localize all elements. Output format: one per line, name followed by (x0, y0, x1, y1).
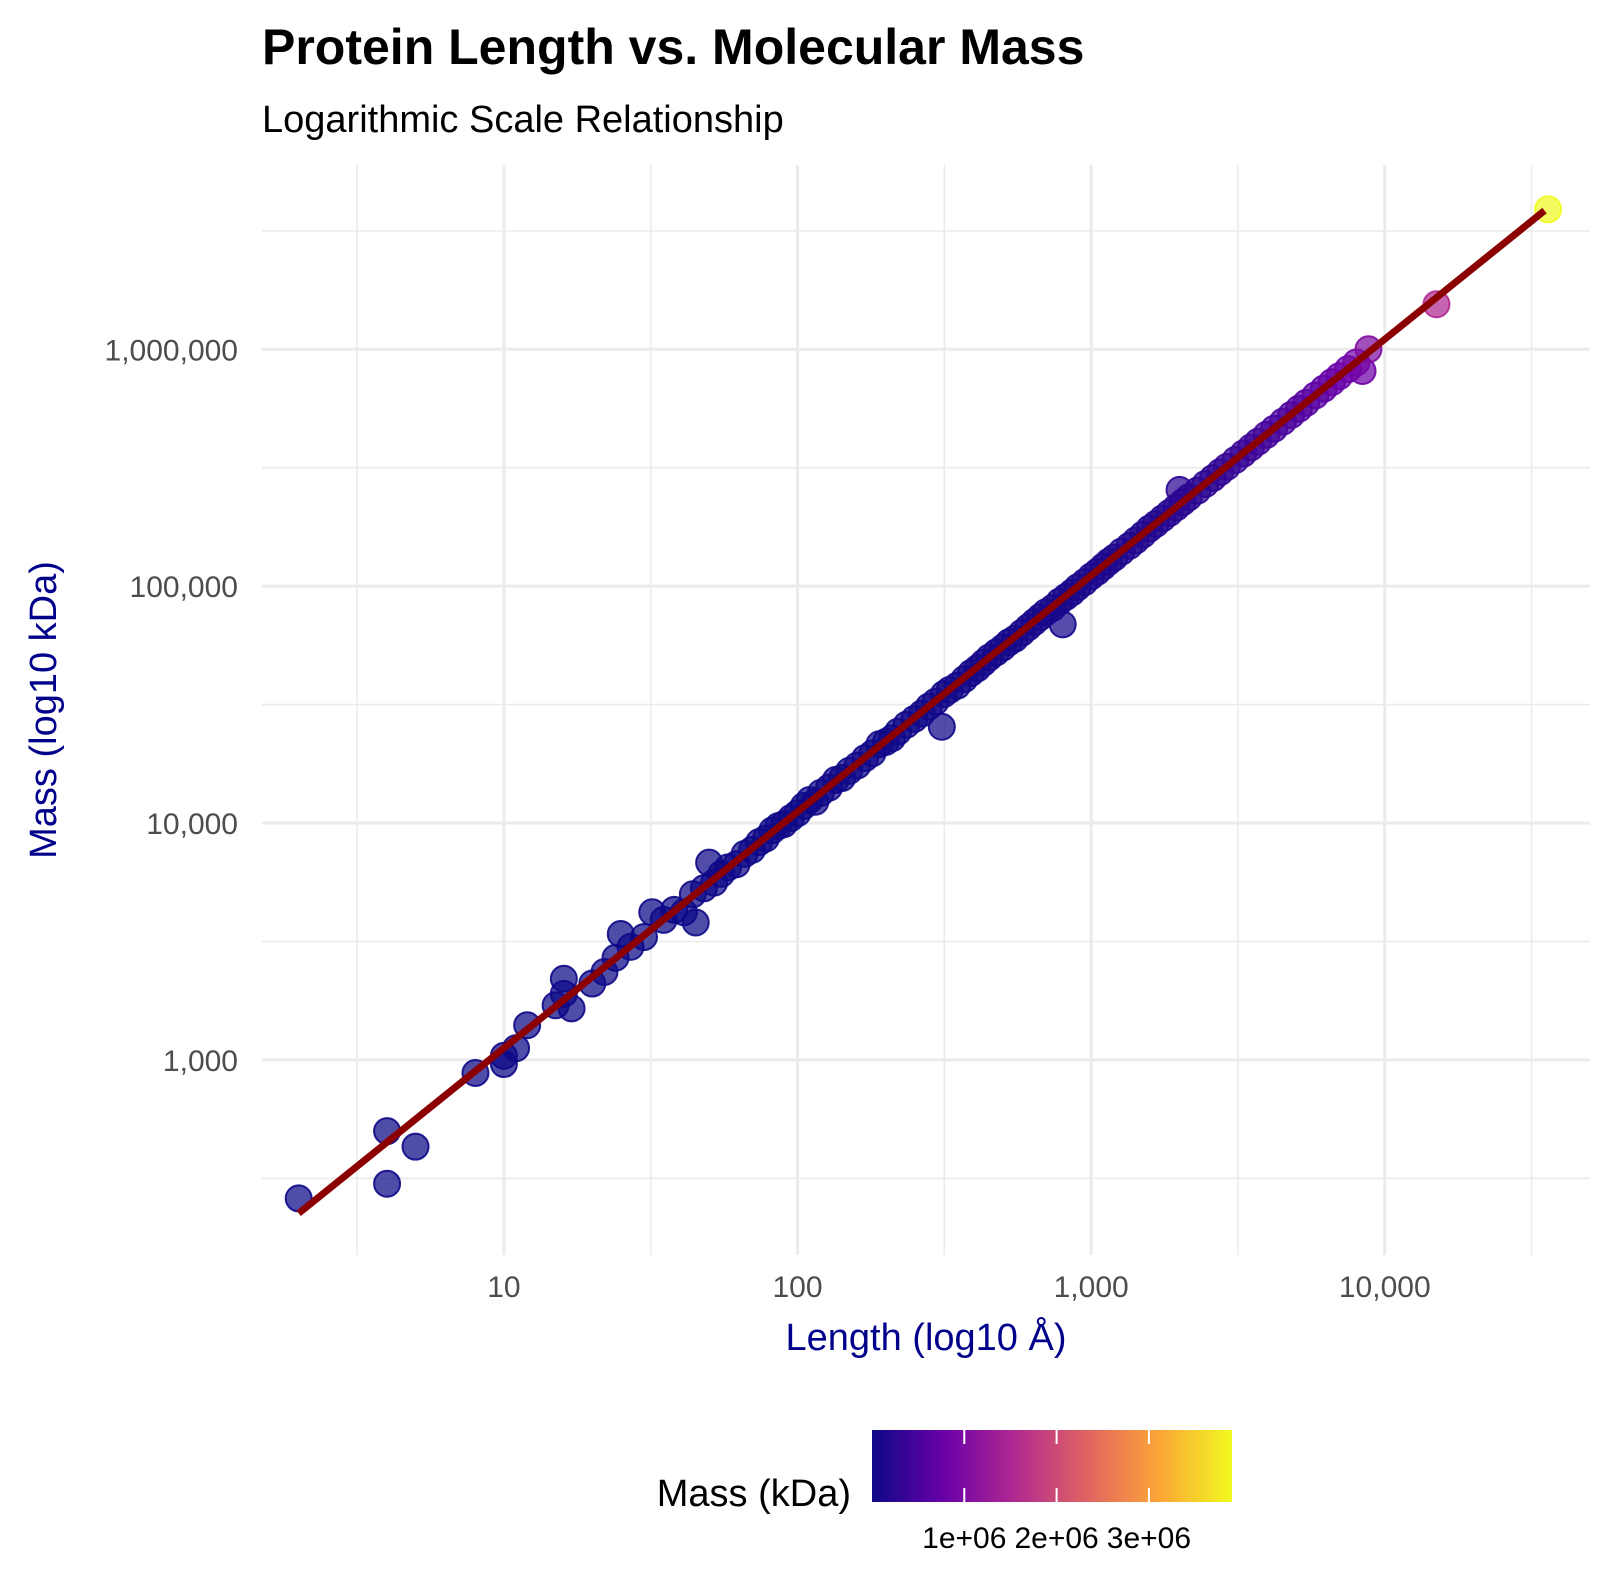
colorbar-legend: Mass (kDa) 1e+06 2e+06 3e+06 (657, 1430, 1232, 1555)
data-point (606, 919, 635, 948)
trendline-layer (296, 207, 1547, 1217)
data-point (401, 1132, 430, 1161)
trendline (296, 207, 1547, 1217)
data-point (695, 848, 724, 877)
x-tick-label: 10,000 (1339, 1271, 1431, 1304)
y-tick-label: 1,000,000 (105, 334, 238, 367)
chart-subtitle: Logarithmic Scale Relationship (262, 99, 784, 141)
x-tick-label: 100 (773, 1271, 823, 1304)
colorbar-gradient (872, 1430, 1232, 1502)
y-axis-title: Mass (log10 kDa) (23, 561, 65, 859)
chart-title: Protein Length vs. Molecular Mass (262, 19, 1084, 75)
x-tick-label: 1,000 (1054, 1271, 1129, 1304)
x-axis-ticks: 10 100 1,000 10,000 (487, 1271, 1430, 1304)
data-point (549, 964, 578, 993)
y-tick-label: 100,000 (130, 571, 238, 604)
colorbar-tick-label: 3e+06 (1107, 1522, 1191, 1555)
y-tick-label: 1,000 (163, 1045, 238, 1078)
x-axis-title: Length (log10 Å) (786, 1315, 1067, 1359)
y-tick-label: 10,000 (146, 808, 238, 841)
x-tick-label: 10 (487, 1271, 520, 1304)
colorbar-tick-label: 1e+06 (922, 1522, 1006, 1555)
colorbar-title: Mass (kDa) (657, 1473, 851, 1515)
y-axis-ticks: 1,000 10,000 100,000 1,000,000 (105, 334, 238, 1078)
colorbar-tick-label: 2e+06 (1014, 1522, 1098, 1555)
colorbar-ticks: 1e+06 2e+06 3e+06 (922, 1430, 1191, 1555)
data-point (373, 1169, 402, 1198)
